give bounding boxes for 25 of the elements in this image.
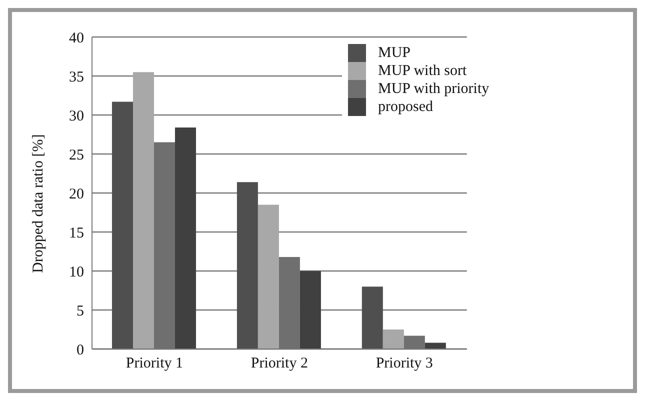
x-tick-label: Priority 1 — [126, 356, 184, 372]
legend-label: MUP — [378, 44, 411, 62]
y-tick-label: 10 — [69, 264, 84, 280]
bar — [132, 72, 154, 349]
y-tick-label: 35 — [69, 69, 84, 86]
x-tick-label: Priority 2 — [250, 356, 308, 372]
legend-label: MUP with priority — [378, 80, 490, 98]
y-tick-label: 0 — [76, 342, 84, 358]
bar — [174, 127, 196, 349]
y-tick-label: 30 — [69, 108, 84, 124]
bar — [258, 204, 279, 349]
y-tick-label: 20 — [69, 186, 84, 202]
bar — [362, 286, 383, 349]
y-tick-label: 25 — [69, 147, 84, 164]
y-axis-title: Dropped data ratio [%] — [30, 134, 46, 273]
legend-label: MUP with sort — [378, 62, 467, 80]
bar — [300, 271, 321, 349]
bar — [382, 330, 404, 349]
bar — [112, 102, 133, 349]
y-tick-label: 5 — [76, 303, 84, 320]
bar — [236, 182, 258, 349]
y-tick-label: 40 — [69, 30, 84, 46]
legend-label: proposed — [378, 98, 433, 116]
x-tick-label: Priority 3 — [376, 356, 433, 372]
y-tick-label: 15 — [69, 225, 84, 242]
